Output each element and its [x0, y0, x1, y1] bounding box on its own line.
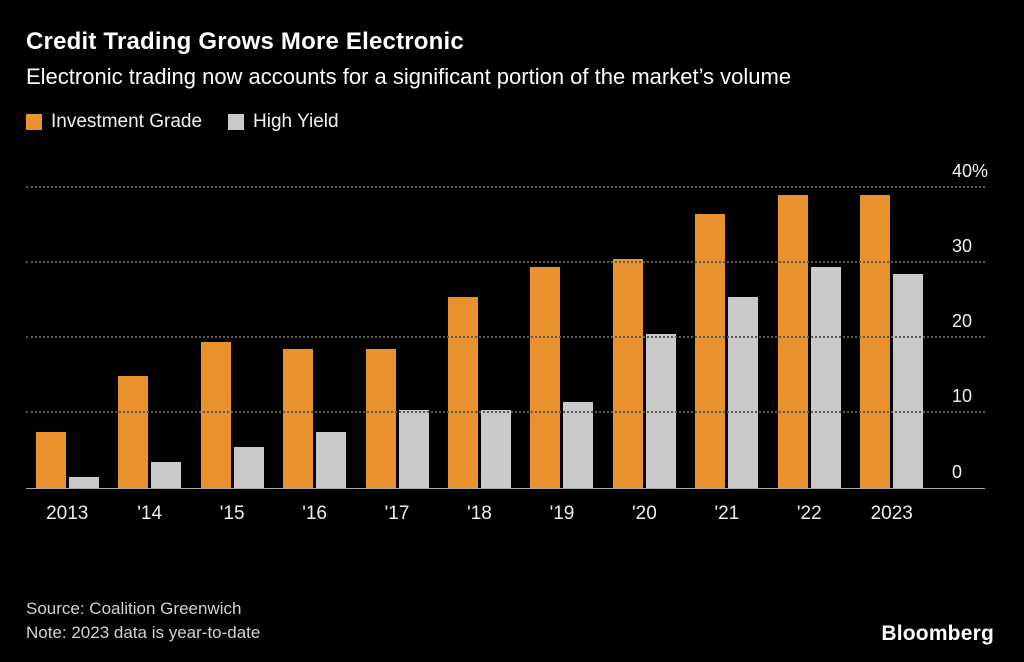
bar-high-yield	[68, 477, 99, 489]
x-tick-label: '22	[796, 502, 822, 524]
high-yield-swatch	[228, 113, 245, 130]
y-tick-label: 10	[952, 386, 973, 407]
bar-investment-grade	[860, 195, 891, 489]
bar-high-yield	[810, 266, 841, 489]
y-axis-labels: 0 10 20 30 40%	[933, 161, 998, 489]
bar-group	[273, 169, 355, 489]
bar-group	[108, 169, 190, 489]
x-tick-label: '18	[467, 502, 492, 524]
gridline	[26, 185, 985, 188]
bar-group	[521, 169, 603, 489]
plot-area	[26, 169, 985, 489]
bar-high-yield	[316, 432, 347, 489]
bar-group	[768, 169, 850, 489]
y-tick-label: 20	[952, 311, 973, 332]
bar-investment-grade	[365, 349, 396, 489]
gridline	[26, 336, 985, 339]
x-tick-label: '15	[219, 502, 245, 524]
chart-area: 0 10 20 30 40%	[26, 161, 998, 489]
x-tick-label: '14	[137, 502, 163, 524]
bar-high-yield	[151, 462, 182, 489]
bar-group	[603, 169, 685, 489]
bar-high-yield	[233, 447, 264, 489]
bar-investment-grade	[200, 341, 231, 489]
source-text: Source: Coalition Greenwich	[26, 598, 242, 618]
x-tick-label: '21	[714, 502, 740, 524]
bar-high-yield	[398, 409, 429, 489]
y-tick-label: 40%	[952, 160, 989, 181]
legend-item-high-yield: High Yield	[228, 111, 339, 133]
x-tick-label: 2013	[46, 502, 89, 524]
chart-title: Credit Trading Grows More Electronic	[26, 28, 464, 55]
chart-subtitle: Electronic trading now accounts for a si…	[26, 64, 792, 89]
x-tick-label: '17	[384, 502, 410, 524]
legend-label: High Yield	[253, 110, 339, 132]
x-axis-line	[26, 487, 985, 489]
bar-group	[191, 169, 273, 489]
gridline	[26, 260, 985, 263]
investment-grade-swatch	[26, 113, 42, 130]
note-text: Note: 2023 data is year-to-date	[26, 623, 261, 643]
source-note-block: Source: Coalition Greenwich Note: 2023 d…	[26, 597, 260, 646]
legend-label: Investment Grade	[51, 110, 203, 132]
x-axis-labels: 2013 '14 '15 '16 '17 '18 '19 '20 '21 '22 2023	[26, 503, 933, 525]
bar-investment-grade	[695, 213, 726, 489]
bar-investment-grade	[447, 296, 478, 489]
bar-high-yield	[728, 296, 759, 489]
bar-high-yield	[893, 274, 924, 489]
y-tick-label: 30	[952, 235, 973, 256]
x-tick-label: '19	[549, 502, 575, 524]
gridline	[26, 411, 985, 414]
bar-high-yield	[563, 402, 594, 489]
footer: Source: Coalition Greenwich Note: 2023 d…	[26, 597, 994, 646]
bar-investment-grade	[530, 266, 561, 489]
bar-group	[26, 169, 108, 489]
bar-investment-grade	[118, 375, 149, 489]
bar-high-yield	[480, 409, 511, 489]
bar-group	[438, 169, 520, 489]
bar-investment-grade	[777, 195, 808, 489]
x-tick-label: '20	[632, 502, 657, 524]
bloomberg-logo: Bloomberg	[881, 622, 994, 645]
bar-investment-grade	[612, 259, 643, 489]
bar-investment-grade	[35, 432, 66, 489]
legend-item-investment-grade: Investment Grade	[26, 111, 202, 133]
bar-group	[686, 169, 768, 489]
y-tick-label: 0	[952, 461, 963, 482]
bar-investment-grade	[283, 349, 314, 489]
x-tick-label: 2023	[870, 502, 913, 524]
x-tick-label: '16	[302, 502, 327, 524]
bar-group	[356, 169, 438, 489]
bars	[26, 169, 933, 489]
bar-group	[851, 169, 933, 489]
legend: Investment Grade High Yield	[26, 111, 998, 133]
